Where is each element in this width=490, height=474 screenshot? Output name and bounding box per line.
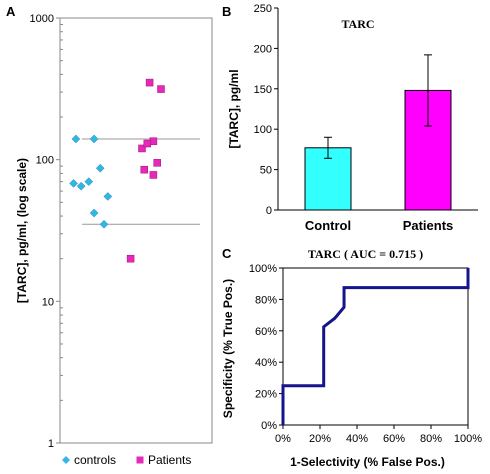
panel-a-text: [TARC], pg/ml, (log scale) xyxy=(15,158,29,303)
control-point xyxy=(95,163,105,173)
y-tick-label-a: 100 xyxy=(36,155,54,167)
y-tick-label-a: 10 xyxy=(42,296,54,308)
y-tick-label-b: 150 xyxy=(254,84,272,96)
y-tick-label-c: 60% xyxy=(255,326,277,338)
y-tick-label-b: 0 xyxy=(266,205,272,217)
patient-point xyxy=(149,171,158,179)
legend-swatch-controls xyxy=(62,456,70,464)
chart-title-c: TARC ( AUC = 0.715 ) xyxy=(308,247,423,261)
legend-label-controls: controls xyxy=(74,453,116,467)
panel-c-plot: 0% 20% 40% 60% 80% 100% 0% 20% 40% 60% 80% 100% TARC… xyxy=(221,247,482,469)
legend-label-patients: Patients xyxy=(148,453,191,467)
control-point xyxy=(99,219,109,229)
panel-label-b: B xyxy=(222,4,231,19)
category-label-control: Control xyxy=(305,218,351,233)
patient-point xyxy=(143,139,152,148)
panel-b: B 0 50 100 150 200 250 Control Patients TARC [TAR… xyxy=(222,3,478,233)
plot-area-a xyxy=(59,17,213,444)
x-tick-label-c: 80% xyxy=(420,433,442,445)
control-point xyxy=(69,179,78,188)
y-axis-label-c: Specificity (% True Pos.) xyxy=(221,279,235,418)
patient-point xyxy=(145,78,154,87)
chart-title-b: TARC xyxy=(341,17,374,31)
y-axis-label-b: [TARC], pg/ml xyxy=(227,69,241,148)
y-tick-label-b: 50 xyxy=(260,165,272,177)
patient-point xyxy=(157,85,165,93)
y-tick-label-b: 250 xyxy=(254,3,272,15)
patient-point xyxy=(138,144,146,153)
control-point xyxy=(76,181,86,191)
category-label-patients: Patients xyxy=(403,218,454,233)
control-point xyxy=(71,134,81,144)
control-point xyxy=(103,192,113,201)
panel-b-plot: 0 50 100 150 200 250 Control Patients TARC [TARC]… xyxy=(227,3,478,233)
control-point xyxy=(89,208,99,218)
panel-c: C 0% 20% 40% 60% 80% 100% 0% 20% 40% 60% 80% 100% TA… xyxy=(221,246,482,469)
y-tick-label-a: 1 xyxy=(48,438,54,450)
y-tick-label-c: 20% xyxy=(255,389,277,401)
y-tick-label-a: 1000 xyxy=(30,13,54,25)
x-tick-label-c: 0% xyxy=(275,433,291,445)
y-tick-label-b: 100 xyxy=(254,124,272,136)
x-tick-label-c: 100% xyxy=(454,433,482,445)
y-tick-label-b: 200 xyxy=(254,43,272,55)
control-point xyxy=(89,134,99,144)
x-tick-label-c: 40% xyxy=(346,433,368,445)
y-tick-label-c: 40% xyxy=(255,357,277,369)
x-axis-label-c: 1-Selectivity (% False Pos.) xyxy=(290,455,445,469)
panel-label-a: A xyxy=(6,4,16,19)
control-point xyxy=(84,177,94,186)
y-tick-label-c: 0% xyxy=(261,420,277,432)
legend-swatch-patients xyxy=(136,456,144,464)
y-axis-label-a: [TARC], pg/ml, (log scale) xyxy=(15,158,29,303)
x-tick-label-c: 60% xyxy=(383,433,405,445)
roc-curve xyxy=(281,268,470,425)
patient-point xyxy=(140,165,149,174)
panel-a: A [TARC], pg/ml, (log scale) 1 10 100 1000 c… xyxy=(6,4,213,467)
panel-label-c: C xyxy=(222,246,232,261)
y-tick-label-c: 80% xyxy=(255,294,277,306)
patient-point xyxy=(153,159,161,167)
panel-a-plot: 1 10 100 1000 controls Patients xyxy=(30,13,213,467)
plot-area-c xyxy=(282,267,469,426)
patient-point xyxy=(126,254,135,263)
x-tick-label-c: 20% xyxy=(309,433,331,445)
y-tick-label-c: 100% xyxy=(249,263,277,275)
